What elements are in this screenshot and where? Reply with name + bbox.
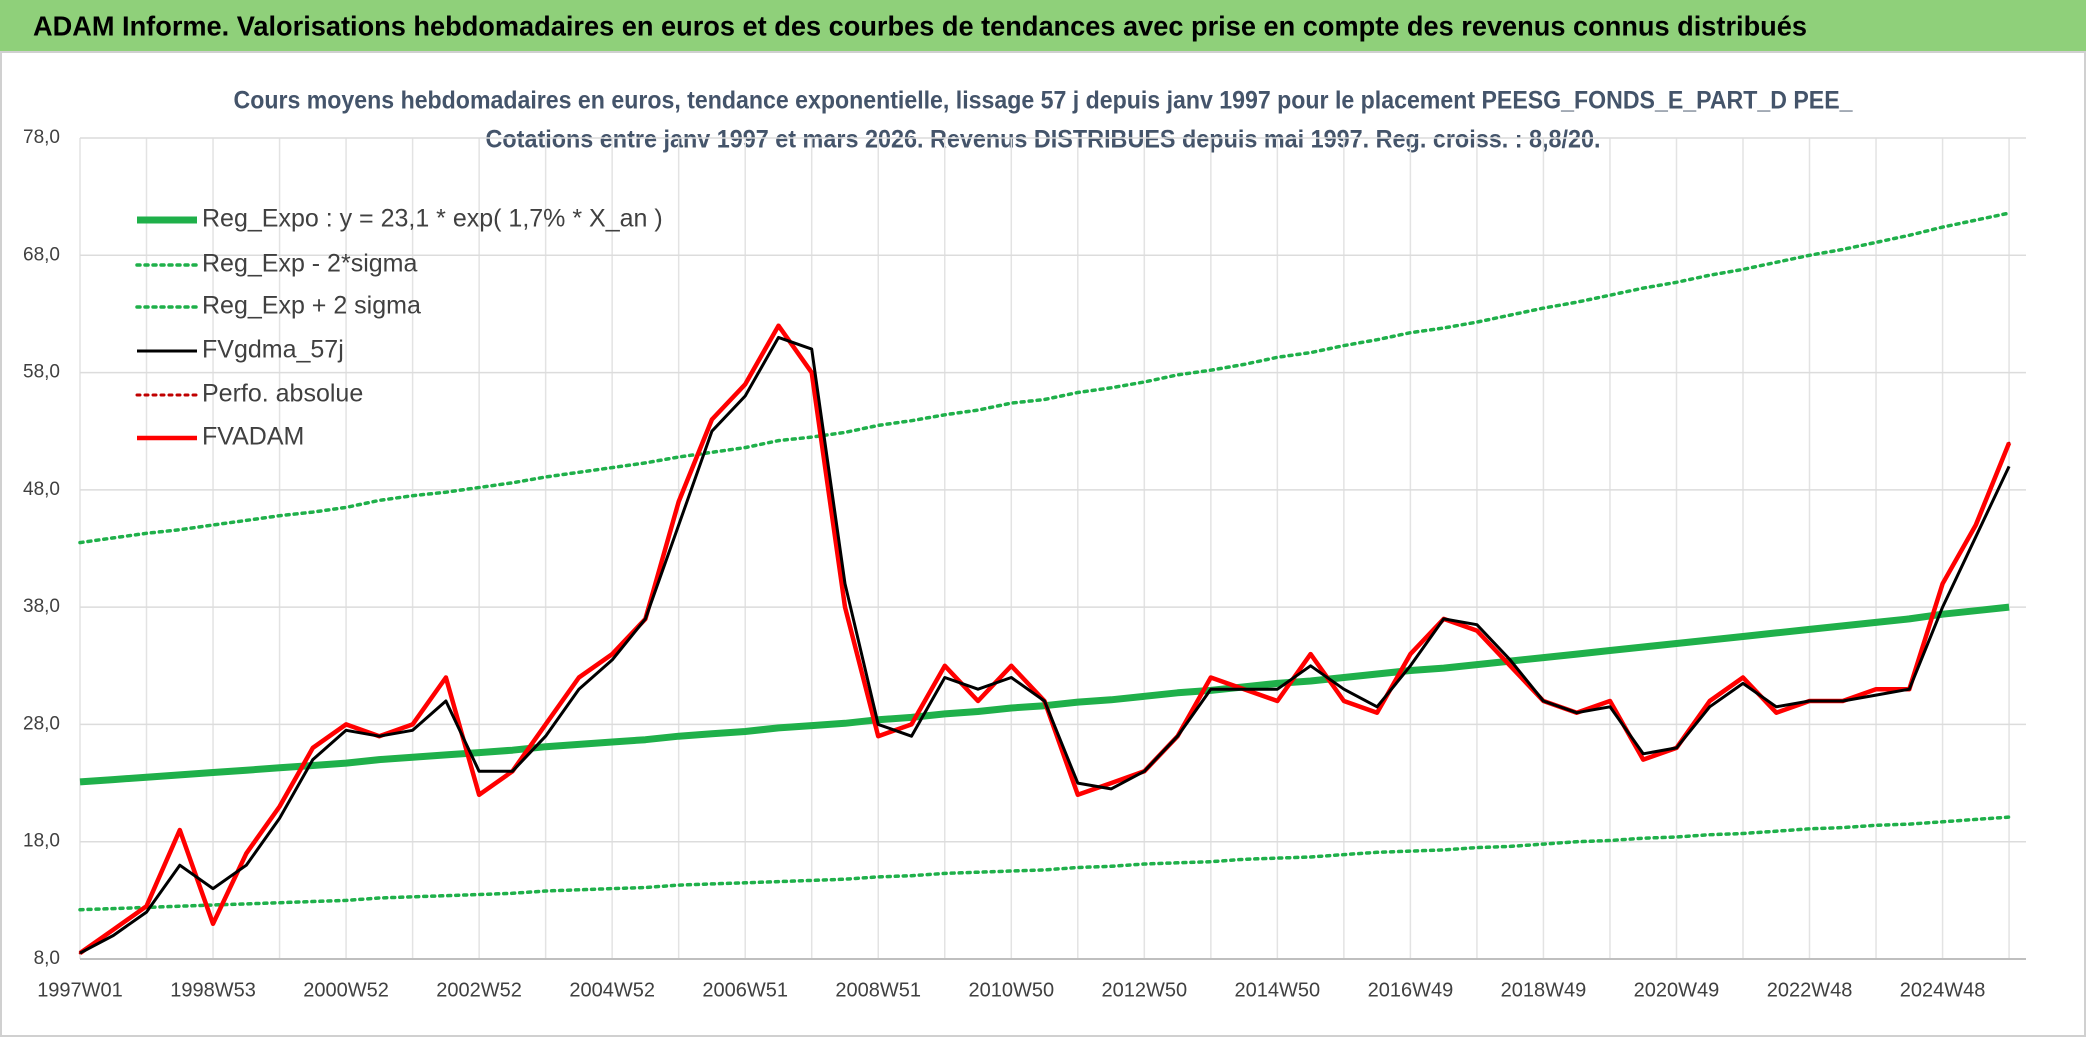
x-tick-label: 2018W49 [1501, 979, 1587, 1001]
x-tick-label: 1998W53 [170, 979, 256, 1001]
legend-label: Reg_Exp - 2*sigma [202, 250, 417, 278]
page-title: ADAM Informe. Valorisations hebdomadaire… [33, 10, 1807, 41]
legend-label: Reg_Expo : y = 23,1 * exp( 1,7% * X_an ) [202, 205, 663, 233]
chart-title: Cours moyens hebdomadaires en euros, ten… [234, 87, 1854, 115]
x-tick-label: 2024W48 [1900, 979, 1986, 1001]
series-line [78, 815, 2011, 912]
series-line [78, 211, 2011, 545]
y-tick-label: 8,0 [34, 948, 60, 969]
x-tick-label: 2022W48 [1767, 979, 1853, 1001]
x-tick-label: 2012W50 [1102, 979, 1188, 1001]
legend-label: Reg_Exp + 2 sigma [202, 292, 421, 320]
x-tick-label: 1997W01 [37, 979, 123, 1001]
frame [0, 51, 2086, 1037]
x-tick-label: 2006W51 [702, 979, 788, 1001]
x-tick-label: 2004W52 [569, 979, 655, 1001]
legend-label: FVADAM [202, 423, 304, 451]
y-tick-label: 38,0 [23, 596, 60, 617]
chart-subtitle: Cotations entre janv 1997 et mars 2026. … [486, 126, 1601, 154]
x-tick-label: 2016W49 [1368, 979, 1454, 1001]
y-tick-label: 18,0 [23, 831, 60, 852]
y-tick-label: 78,0 [23, 127, 60, 148]
legend-label: FVgdma_57j [202, 336, 344, 364]
x-tick-label: 2000W52 [303, 979, 389, 1001]
x-tick-label: 2014W50 [1235, 979, 1321, 1001]
x-tick-label: 2008W51 [835, 979, 921, 1001]
legend-label: Perfo. absolue [202, 380, 363, 408]
y-tick-label: 68,0 [23, 244, 60, 265]
y-tick-label: 48,0 [23, 479, 60, 500]
x-tick-label: 2010W50 [968, 979, 1054, 1001]
series-line [79, 335, 2011, 955]
x-tick-label: 2002W52 [436, 979, 522, 1001]
header-band [0, 0, 2086, 52]
y-tick-label: 58,0 [23, 362, 60, 383]
y-tick-label: 28,0 [23, 713, 60, 734]
x-tick-label: 2020W49 [1634, 979, 1720, 1001]
